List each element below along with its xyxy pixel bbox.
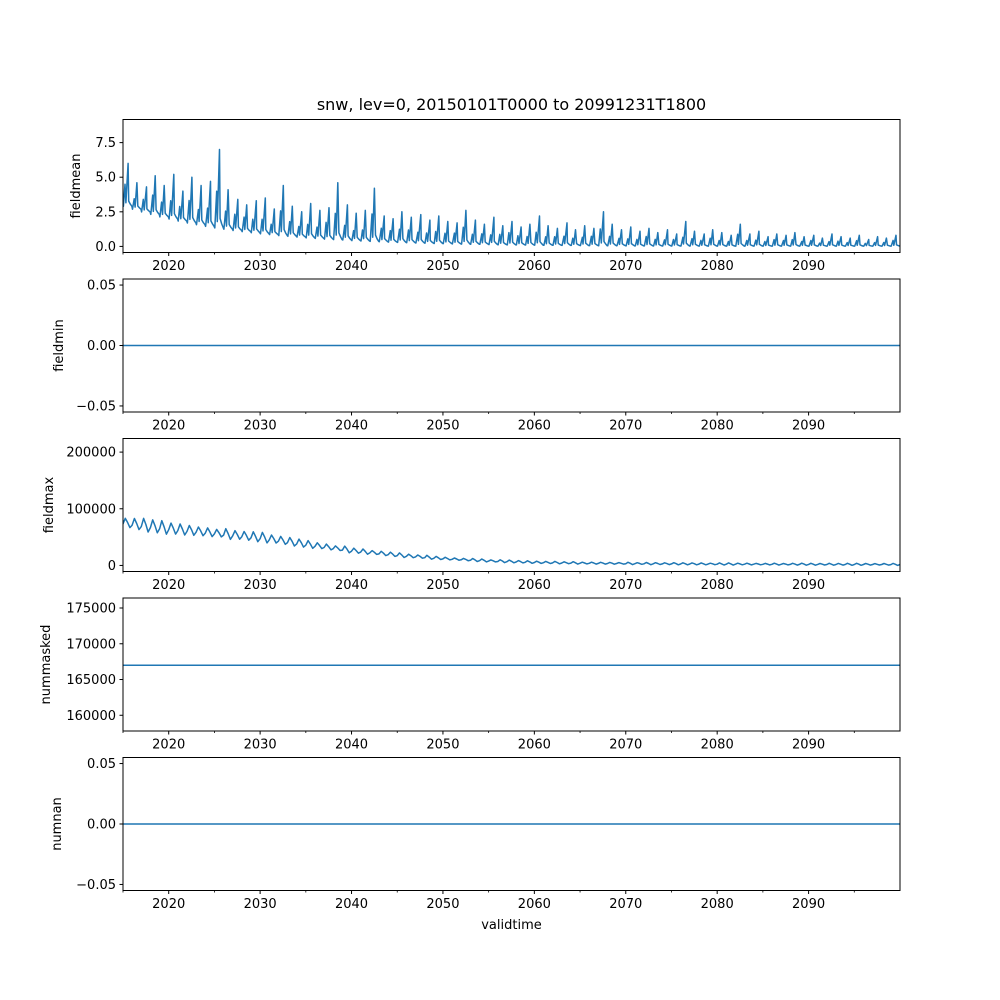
fieldmean-xtick-label: 2020 — [152, 259, 185, 274]
fieldmax-ytick-label: 200000 — [66, 446, 116, 461]
numnan-ytick-label: 0.05 — [87, 757, 116, 772]
fieldmin-xtick-label: 2030 — [244, 419, 277, 434]
fieldmax-ytick-label: 100000 — [66, 502, 116, 517]
fieldmean-xtick-label: 2040 — [335, 259, 368, 274]
subplot-numnan: −0.05 0.00 0.05 2020 2030 2040 2050 2060 2070 208… — [50, 757, 901, 912]
fieldmean-ylabel: fieldmean — [69, 154, 84, 219]
numnan-xtick-label: 2020 — [152, 897, 185, 912]
numnan-ylabel: numnan — [50, 797, 65, 851]
fieldmax-xtick-label: 2070 — [609, 578, 642, 593]
fieldmin-ytick-label: −0.05 — [76, 399, 116, 414]
nummasked-xtick-label: 2020 — [152, 738, 185, 753]
fieldmin-xtick-label: 2080 — [701, 419, 734, 434]
fieldmean-ytick-label: 2.5 — [95, 205, 116, 220]
fieldmean-ytick-label: 7.5 — [95, 136, 116, 151]
x-axis-label: validtime — [481, 918, 542, 933]
fieldmax-ytick-label: 0 — [108, 559, 116, 574]
fieldmin-xtick-label: 2090 — [792, 419, 825, 434]
nummasked-xtick-label: 2030 — [244, 738, 277, 753]
numnan-ytick-label: 0.00 — [87, 818, 116, 833]
fieldmax-xtick-label: 2030 — [244, 578, 277, 593]
nummasked-ylabel: nummasked — [39, 625, 54, 705]
nummasked-ytick-label: 165000 — [66, 673, 116, 688]
fieldmean-axes-frame — [122, 119, 901, 253]
nummasked-xtick-label: 2090 — [792, 738, 825, 753]
numnan-xtick-label: 2030 — [244, 897, 277, 912]
fieldmin-xtick-label: 2040 — [335, 419, 368, 434]
numnan-xtick-label: 2070 — [609, 897, 642, 912]
fieldmean-xtick-label: 2050 — [426, 259, 459, 274]
fieldmax-series-line — [123, 517, 900, 567]
numnan-ytick-label: −0.05 — [76, 878, 116, 893]
numnan-xtick-label: 2090 — [792, 897, 825, 912]
nummasked-xtick-label: 2060 — [518, 738, 551, 753]
fieldmean-xtick-label: 2060 — [518, 259, 551, 274]
fieldmin-xtick-label: 2050 — [426, 419, 459, 434]
fieldmean-xtick-label: 2090 — [792, 259, 825, 274]
subplot-nummasked: 160000 165000 170000 175000 2020 2030 2040 2050… — [39, 597, 901, 753]
nummasked-ytick-label: 170000 — [66, 637, 116, 652]
fieldmax-xtick-label: 2020 — [152, 578, 185, 593]
nummasked-xtick-label: 2040 — [335, 738, 368, 753]
subplot-fieldmean: 0.0 2.5 5.0 7.5 2020 2030 2040 2050 2060 2070 2080… — [69, 119, 901, 274]
fieldmin-xtick-label: 2060 — [518, 419, 551, 434]
nummasked-xtick-label: 2050 — [426, 738, 459, 753]
fieldmean-ytick-label: 5.0 — [95, 171, 116, 186]
fieldmin-ylabel: fieldmin — [52, 319, 67, 372]
nummasked-axes-frame — [122, 597, 901, 732]
fieldmin-xtick-label: 2070 — [609, 419, 642, 434]
numnan-xtick-label: 2050 — [426, 897, 459, 912]
chart-title: snw, lev=0, 20150101T0000 to 20991231T18… — [316, 95, 707, 114]
fieldmin-ytick-label: 0.00 — [87, 339, 116, 354]
nummasked-xtick-label: 2070 — [609, 738, 642, 753]
fieldmin-xtick-label: 2020 — [152, 419, 185, 434]
fieldmax-xtick-label: 2040 — [335, 578, 368, 593]
fieldmax-ylabel: fieldmax — [42, 477, 57, 534]
subplot-fieldmin: −0.05 0.00 0.05 2020 2030 2040 2050 2060 2070 208… — [52, 278, 901, 434]
numnan-xtick-label: 2060 — [518, 897, 551, 912]
subplot-fieldmax: 0 100000 200000 2020 2030 2040 2050 2060 2070 208… — [42, 438, 901, 593]
fieldmax-xtick-label: 2060 — [518, 578, 551, 593]
fieldmin-ytick-label: 0.05 — [87, 279, 116, 294]
numnan-xtick-label: 2080 — [701, 897, 734, 912]
fieldmean-ytick-label: 0.0 — [95, 240, 116, 255]
nummasked-xtick-label: 2080 — [701, 738, 734, 753]
fieldmean-series-line — [123, 148, 900, 247]
numnan-xtick-label: 2040 — [335, 897, 368, 912]
fieldmean-xtick-label: 2030 — [244, 259, 277, 274]
fieldmean-xtick-label: 2080 — [701, 259, 734, 274]
fieldmax-xtick-label: 2080 — [701, 578, 734, 593]
nummasked-ytick-label: 175000 — [66, 602, 116, 617]
fieldmax-axes-frame — [122, 438, 901, 572]
fieldmean-xtick-label: 2070 — [609, 259, 642, 274]
fieldmax-xtick-label: 2090 — [792, 578, 825, 593]
fieldmax-xtick-label: 2050 — [426, 578, 459, 593]
nummasked-ytick-label: 160000 — [66, 709, 116, 724]
